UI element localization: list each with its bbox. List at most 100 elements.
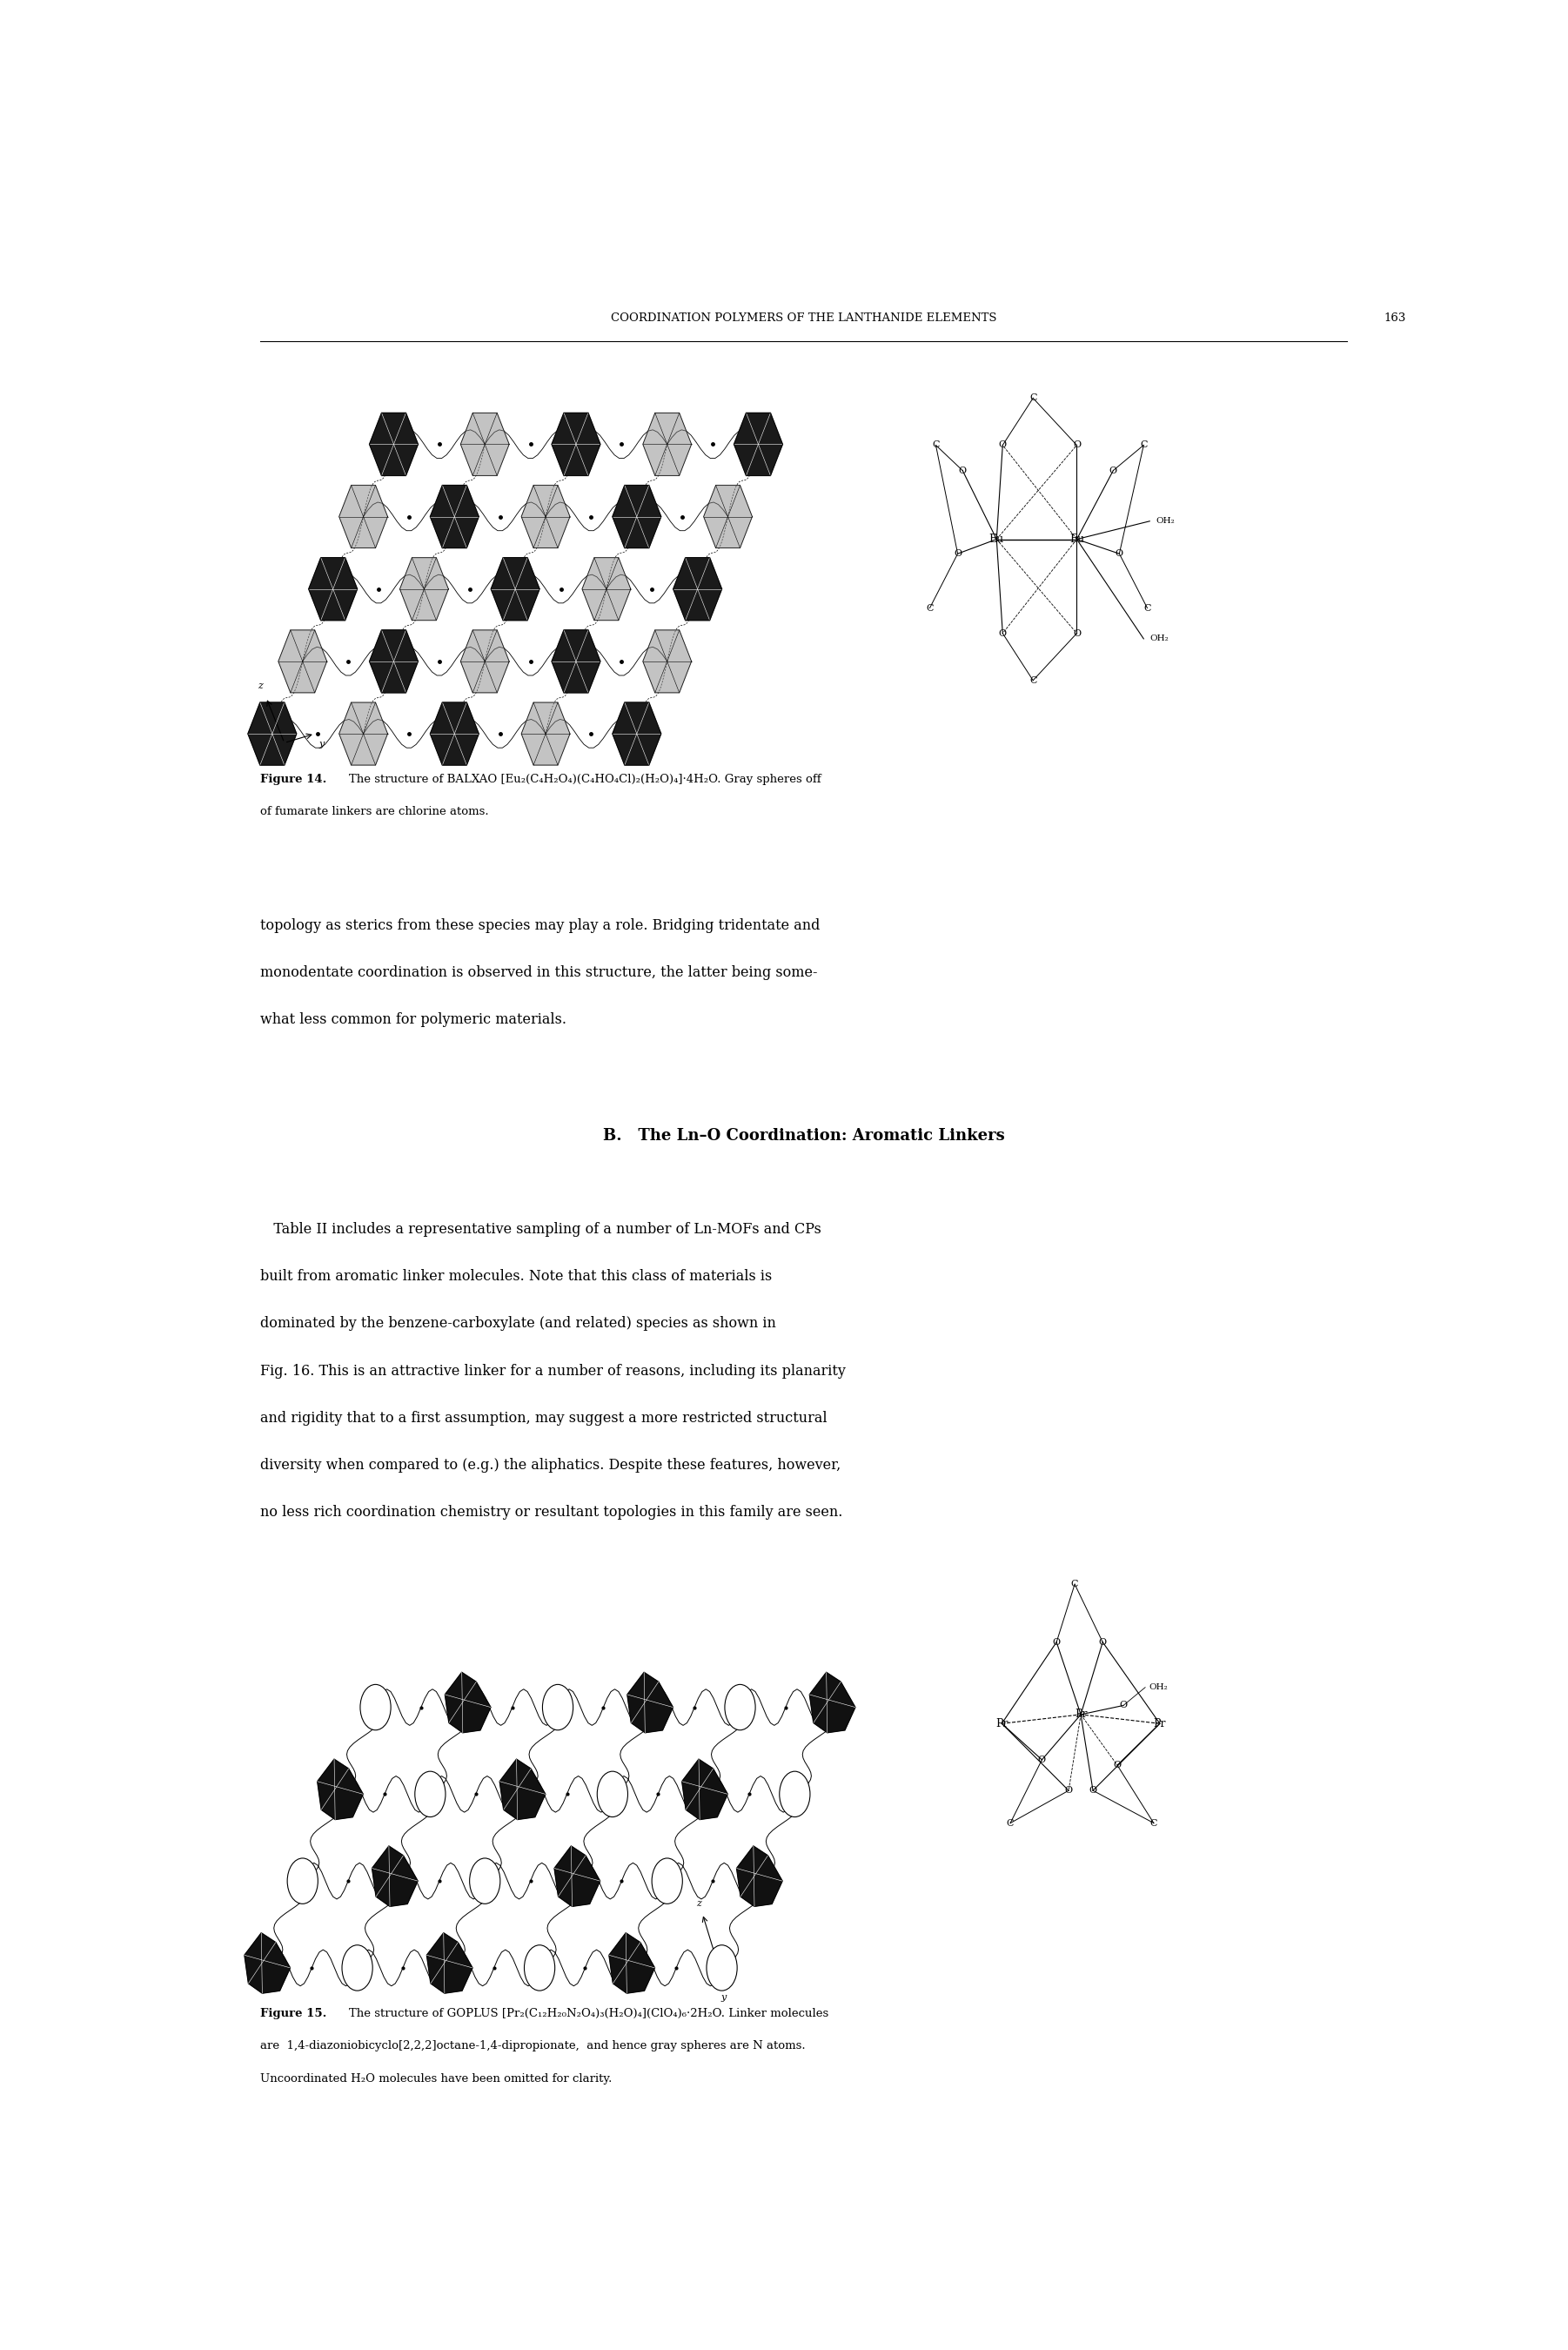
Text: O: O xyxy=(958,465,966,475)
Polygon shape xyxy=(643,630,691,693)
Polygon shape xyxy=(613,703,662,766)
Text: O: O xyxy=(1113,1760,1121,1770)
Circle shape xyxy=(416,1772,445,1817)
Text: are  1,4-diazoniobicyclo[2,2,2]octane-1,4-dipropionate,  and hence gray spheres : are 1,4-diazoniobicyclo[2,2,2]octane-1,4… xyxy=(260,2040,806,2052)
Text: Figure 15.: Figure 15. xyxy=(260,2007,326,2019)
Polygon shape xyxy=(461,414,510,475)
Polygon shape xyxy=(370,630,419,693)
Text: O: O xyxy=(1099,1638,1107,1647)
Text: z: z xyxy=(696,1899,701,1908)
Text: Uncoordinated H₂O molecules have been omitted for clarity.: Uncoordinated H₂O molecules have been om… xyxy=(260,2073,612,2084)
Text: 163: 163 xyxy=(1383,313,1405,324)
Polygon shape xyxy=(809,1673,855,1732)
Text: C: C xyxy=(1029,395,1036,402)
Text: C: C xyxy=(1007,1819,1014,1828)
Text: OH₂: OH₂ xyxy=(1149,1683,1168,1692)
Circle shape xyxy=(469,1859,500,1904)
Circle shape xyxy=(779,1772,811,1817)
Text: of fumarate linkers are chlorine atoms.: of fumarate linkers are chlorine atoms. xyxy=(260,806,489,818)
Text: Figure 14.: Figure 14. xyxy=(260,773,326,785)
Polygon shape xyxy=(521,703,569,766)
Text: Pr: Pr xyxy=(1154,1718,1167,1730)
Circle shape xyxy=(707,1946,737,1990)
Text: no less rich coordination chemistry or resultant topologies in this family are s: no less rich coordination chemistry or r… xyxy=(260,1504,842,1520)
Polygon shape xyxy=(582,557,630,620)
Text: and rigidity that to a first assumption, may suggest a more restricted structura: and rigidity that to a first assumption,… xyxy=(260,1410,826,1426)
Circle shape xyxy=(287,1859,318,1904)
Polygon shape xyxy=(426,1934,472,1993)
Text: COORDINATION POLYMERS OF THE LANTHANIDE ELEMENTS: COORDINATION POLYMERS OF THE LANTHANIDE … xyxy=(610,313,997,324)
Polygon shape xyxy=(682,1760,728,1819)
Text: The structure of GOPLUS [Pr₂(C₁₂H₂₀N₂O₄)₃(H₂O)₄](ClO₄)₆·2H₂O. Linker molecules: The structure of GOPLUS [Pr₂(C₁₂H₂₀N₂O₄)… xyxy=(348,2007,828,2019)
Polygon shape xyxy=(673,557,721,620)
Text: O: O xyxy=(1120,1701,1127,1711)
Text: OH₂: OH₂ xyxy=(1156,517,1174,524)
Text: O: O xyxy=(1115,550,1123,557)
Polygon shape xyxy=(461,630,510,693)
Polygon shape xyxy=(317,1760,364,1819)
Text: Pr: Pr xyxy=(996,1718,1008,1730)
Circle shape xyxy=(597,1772,627,1817)
Polygon shape xyxy=(245,1934,290,1993)
Text: Eu: Eu xyxy=(989,533,1004,545)
Text: built from aromatic linker molecules. Note that this class of materials is: built from aromatic linker molecules. No… xyxy=(260,1269,771,1283)
Text: O: O xyxy=(999,630,1007,637)
Text: topology as sterics from these species may play a role. Bridging tridentate and: topology as sterics from these species m… xyxy=(260,919,820,933)
Text: y: y xyxy=(318,740,325,747)
Polygon shape xyxy=(445,1673,491,1732)
Text: C: C xyxy=(1029,677,1036,684)
Circle shape xyxy=(543,1685,572,1730)
Text: O: O xyxy=(1073,630,1080,637)
Polygon shape xyxy=(704,486,753,548)
Text: monodentate coordination is observed in this structure, the latter being some-: monodentate coordination is observed in … xyxy=(260,966,817,980)
Polygon shape xyxy=(491,557,539,620)
Polygon shape xyxy=(608,1934,655,1993)
Polygon shape xyxy=(339,486,387,548)
Polygon shape xyxy=(430,486,478,548)
Text: B.   The Ln–O Coordination: Aromatic Linkers: B. The Ln–O Coordination: Aromatic Linke… xyxy=(602,1128,1005,1144)
Text: O: O xyxy=(1090,1786,1098,1795)
Text: O: O xyxy=(953,550,961,557)
Polygon shape xyxy=(643,414,691,475)
Polygon shape xyxy=(309,557,358,620)
Text: y: y xyxy=(721,1993,726,2002)
Polygon shape xyxy=(521,486,569,548)
Text: what less common for polymeric materials.: what less common for polymeric materials… xyxy=(260,1013,566,1027)
Polygon shape xyxy=(555,1847,601,1906)
Text: O: O xyxy=(1038,1755,1046,1765)
Circle shape xyxy=(652,1859,682,1904)
Polygon shape xyxy=(248,703,296,766)
Polygon shape xyxy=(552,630,601,693)
Text: The structure of BALXAO [Eu₂(C₄H₂O₄)(C₄HO₄Cl)₂(H₂O)₄]·4H₂O. Gray spheres off: The structure of BALXAO [Eu₂(C₄H₂O₄)(C₄H… xyxy=(348,773,822,785)
Text: Eu: Eu xyxy=(1069,533,1083,545)
Circle shape xyxy=(342,1946,373,1990)
Text: C: C xyxy=(1149,1819,1157,1828)
Text: C: C xyxy=(1071,1579,1079,1589)
Polygon shape xyxy=(613,486,662,548)
Polygon shape xyxy=(737,1847,782,1906)
Text: C: C xyxy=(1143,604,1151,613)
Circle shape xyxy=(724,1685,756,1730)
Text: dominated by the benzene-carboxylate (and related) species as shown in: dominated by the benzene-carboxylate (an… xyxy=(260,1316,776,1330)
Polygon shape xyxy=(627,1673,673,1732)
Text: C: C xyxy=(927,604,933,613)
Polygon shape xyxy=(339,703,387,766)
Text: O: O xyxy=(999,442,1007,449)
Polygon shape xyxy=(500,1760,546,1819)
Text: OH₂: OH₂ xyxy=(1149,634,1168,642)
Text: O: O xyxy=(1052,1638,1060,1647)
Polygon shape xyxy=(400,557,448,620)
Polygon shape xyxy=(430,703,478,766)
Text: C: C xyxy=(931,442,939,449)
Polygon shape xyxy=(552,414,601,475)
Circle shape xyxy=(524,1946,555,1990)
Circle shape xyxy=(361,1685,390,1730)
Polygon shape xyxy=(370,414,419,475)
Text: O: O xyxy=(1065,1786,1073,1795)
Text: z: z xyxy=(257,682,263,691)
Polygon shape xyxy=(372,1847,417,1906)
Polygon shape xyxy=(734,414,782,475)
Text: Pr: Pr xyxy=(1074,1708,1087,1720)
Text: Fig. 16. This is an attractive linker for a number of reasons, including its pla: Fig. 16. This is an attractive linker fo… xyxy=(260,1363,845,1377)
Text: O: O xyxy=(1073,442,1080,449)
